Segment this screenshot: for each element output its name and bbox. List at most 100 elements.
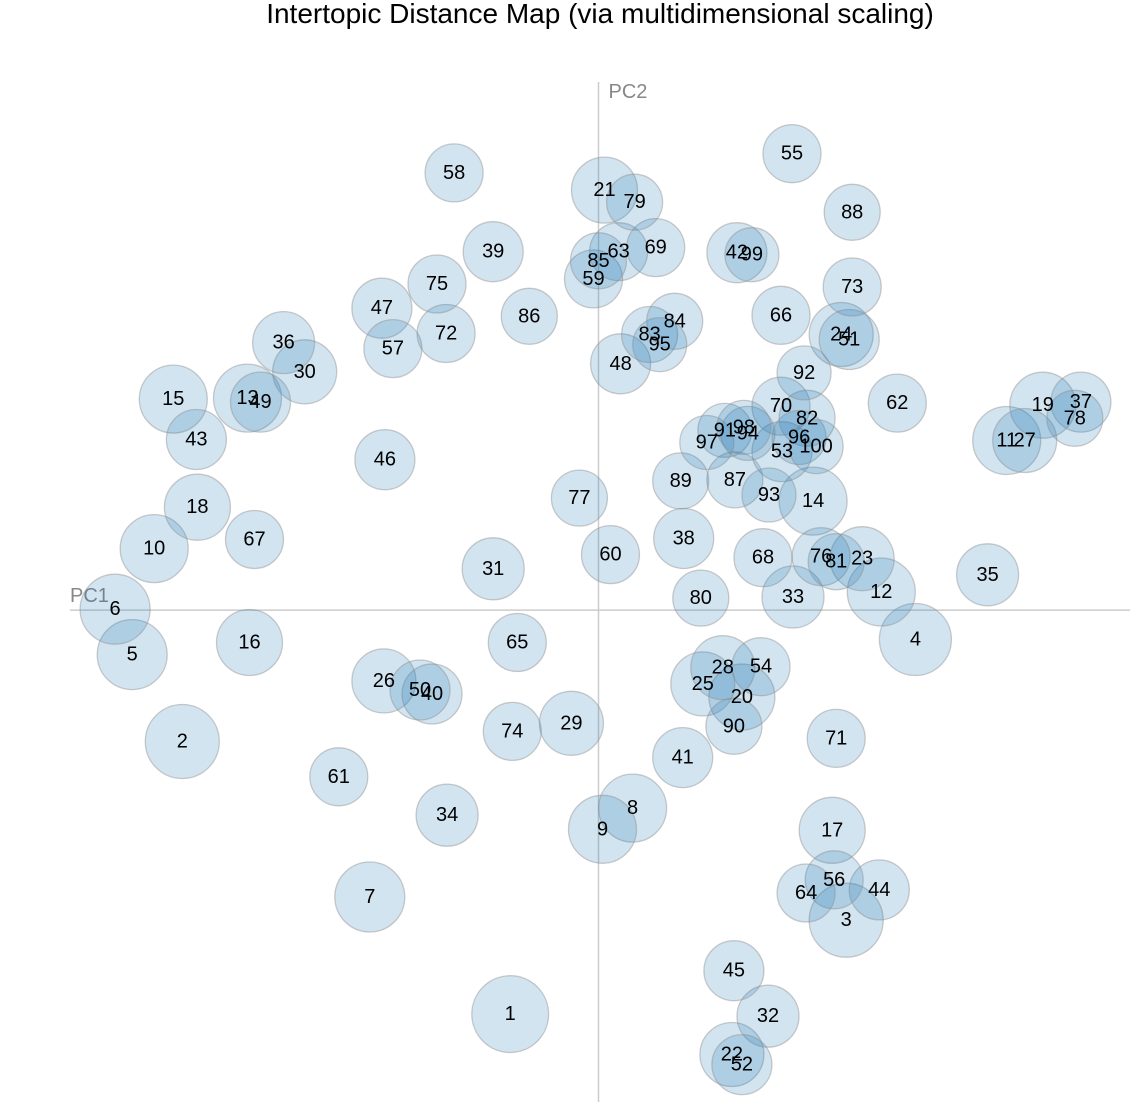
topic-circle-77[interactable] bbox=[550, 469, 609, 527]
topic-circle-10[interactable] bbox=[119, 513, 189, 584]
topic-circle-11[interactable] bbox=[972, 405, 1042, 476]
topic-circle-5[interactable] bbox=[96, 618, 168, 691]
topic-circle-85[interactable] bbox=[569, 232, 628, 290]
topic-circle-64[interactable] bbox=[776, 863, 836, 923]
topic-circle-16[interactable] bbox=[215, 608, 284, 677]
topic-circle-88[interactable] bbox=[823, 183, 881, 241]
topic-circle-15[interactable] bbox=[138, 364, 208, 434]
topic-circle-21[interactable] bbox=[570, 156, 639, 224]
topic-circle-48[interactable] bbox=[589, 333, 652, 395]
topic-circle-47[interactable] bbox=[351, 277, 413, 339]
topic-circle-51[interactable] bbox=[818, 308, 880, 371]
topic-circle-66[interactable] bbox=[751, 285, 811, 345]
topic-circle-12[interactable] bbox=[846, 557, 916, 627]
topic-circle-6[interactable] bbox=[79, 573, 151, 645]
topic-circle-91[interactable] bbox=[697, 402, 753, 459]
topic-circle-39[interactable] bbox=[462, 221, 524, 283]
topic-circle-81[interactable] bbox=[807, 533, 865, 591]
topic-circle-44[interactable] bbox=[848, 859, 910, 921]
topic-circle-72[interactable] bbox=[416, 303, 476, 364]
topic-circle-35[interactable] bbox=[955, 543, 1020, 607]
topic-circle-60[interactable] bbox=[580, 524, 641, 585]
topic-circle-70[interactable] bbox=[751, 376, 811, 436]
topic-circle-99[interactable] bbox=[724, 227, 780, 283]
topic-circle-42[interactable] bbox=[706, 222, 768, 284]
topic-circle-53[interactable] bbox=[751, 420, 813, 483]
topic-circle-69[interactable] bbox=[626, 217, 686, 278]
topic-circle-27[interactable] bbox=[992, 407, 1058, 474]
topic-circle-94[interactable] bbox=[720, 405, 776, 462]
topic-circle-80[interactable] bbox=[672, 569, 730, 627]
topic-circle-30[interactable] bbox=[272, 339, 338, 405]
topic-circle-78[interactable] bbox=[1046, 389, 1104, 447]
topic-circle-98[interactable] bbox=[716, 399, 772, 456]
topic-circle-20[interactable] bbox=[708, 663, 776, 731]
topic-circle-34[interactable] bbox=[415, 783, 479, 847]
topic-circle-19[interactable] bbox=[1009, 371, 1077, 439]
topic-circle-17[interactable] bbox=[798, 796, 866, 864]
topic-circle-13[interactable] bbox=[212, 363, 283, 433]
topic-circle-18[interactable] bbox=[163, 473, 232, 541]
topic-circle-31[interactable] bbox=[461, 537, 525, 601]
topic-circle-95[interactable] bbox=[632, 316, 688, 373]
topic-circle-58[interactable] bbox=[424, 143, 484, 203]
topic-circle-1[interactable] bbox=[471, 975, 550, 1054]
topic-circle-55[interactable] bbox=[762, 124, 822, 184]
topic-circle-26[interactable] bbox=[351, 648, 417, 714]
topic-circle-2[interactable] bbox=[144, 703, 220, 780]
topic-circle-43[interactable] bbox=[165, 408, 228, 471]
topic-circle-37[interactable] bbox=[1050, 371, 1112, 433]
topic-circle-76[interactable] bbox=[791, 527, 851, 587]
topic-circle-93[interactable] bbox=[741, 467, 797, 523]
topic-circle-67[interactable] bbox=[224, 509, 285, 570]
topic-circle-7[interactable] bbox=[334, 861, 406, 933]
topic-circle-50[interactable] bbox=[389, 659, 451, 721]
topic-circle-86[interactable] bbox=[500, 287, 558, 345]
topic-circle-57[interactable] bbox=[363, 318, 423, 379]
topic-circle-89[interactable] bbox=[652, 452, 710, 510]
topic-circle-84[interactable] bbox=[646, 292, 704, 350]
topic-circle-4[interactable] bbox=[878, 602, 953, 677]
topic-circle-14[interactable] bbox=[778, 466, 848, 536]
topic-circle-9[interactable] bbox=[567, 794, 638, 864]
topic-circle-49[interactable] bbox=[229, 371, 292, 433]
topic-circle-100[interactable] bbox=[788, 418, 844, 475]
topic-circle-75[interactable] bbox=[407, 254, 467, 314]
topic-circle-28[interactable] bbox=[690, 635, 756, 701]
topic-circle-65[interactable] bbox=[487, 612, 547, 673]
topic-circle-8[interactable] bbox=[597, 773, 668, 843]
topic-circle-82[interactable] bbox=[778, 389, 836, 447]
topic-circle-33[interactable] bbox=[761, 565, 825, 629]
topic-circle-59[interactable] bbox=[563, 249, 624, 309]
topic-circle-83[interactable] bbox=[620, 305, 679, 364]
topic-circle-25[interactable] bbox=[670, 651, 736, 717]
topic-circle-97[interactable] bbox=[679, 414, 735, 471]
topic-circle-46[interactable] bbox=[354, 429, 416, 491]
topic-circle-40[interactable] bbox=[401, 663, 463, 725]
topic-circle-87[interactable] bbox=[706, 451, 764, 509]
topic-circle-41[interactable] bbox=[652, 726, 714, 789]
topic-circle-54[interactable] bbox=[731, 637, 791, 697]
topic-circle-73[interactable] bbox=[822, 257, 882, 317]
topic-circle-96[interactable] bbox=[771, 409, 827, 466]
topic-circle-68[interactable] bbox=[733, 528, 793, 588]
topic-circle-45[interactable] bbox=[703, 940, 765, 1002]
topic-circle-71[interactable] bbox=[806, 708, 866, 769]
topic-circle-3[interactable] bbox=[808, 882, 884, 958]
topic-circle-62[interactable] bbox=[867, 373, 927, 433]
topic-circle-74[interactable] bbox=[482, 701, 542, 762]
topic-circle-36[interactable] bbox=[251, 310, 316, 375]
topic-circle-32[interactable] bbox=[736, 984, 800, 1048]
topic-circle-29[interactable] bbox=[538, 690, 605, 756]
topic-circle-63[interactable] bbox=[588, 222, 649, 282]
topic-circle-22[interactable] bbox=[699, 1021, 765, 1088]
topic-circle-56[interactable] bbox=[804, 850, 864, 910]
topic-circle-79[interactable] bbox=[605, 173, 664, 231]
topic-circle-52[interactable] bbox=[711, 1033, 773, 1096]
topic-circle-92[interactable] bbox=[776, 345, 832, 401]
topic-circle-38[interactable] bbox=[653, 507, 715, 570]
topic-circle-61[interactable] bbox=[309, 747, 369, 807]
topic-circle-24[interactable] bbox=[808, 301, 874, 368]
topic-circle-23[interactable] bbox=[829, 526, 895, 592]
topic-circle-90[interactable] bbox=[705, 697, 763, 755]
